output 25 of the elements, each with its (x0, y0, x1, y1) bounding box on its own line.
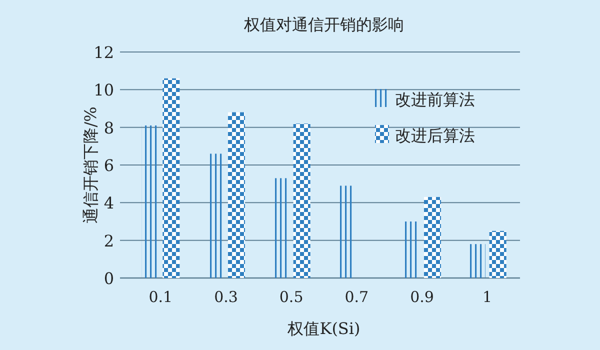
bar (162, 78, 180, 278)
chart-title: 权值对通信开销的影响 (243, 15, 404, 34)
x-tick-label: 0.7 (344, 288, 369, 306)
y-tick-label: 2 (104, 231, 114, 250)
x-tick-label: 0.9 (410, 288, 434, 306)
x-tick-label: 1 (482, 288, 492, 306)
y-tick-label: 6 (104, 156, 114, 175)
legend-label: 改进后算法 (395, 126, 475, 145)
bar (228, 112, 245, 278)
y-tick-label: 12 (94, 43, 114, 62)
y-tick-label: 4 (104, 194, 114, 213)
x-axis-title: 权值K(Si) (286, 319, 360, 338)
y-tick-label: 8 (104, 118, 114, 138)
legend-label: 改进前算法 (395, 90, 475, 109)
x-tick-label: 0.3 (214, 288, 238, 306)
bar (142, 125, 159, 278)
x-tick-label: 0.5 (279, 288, 304, 306)
bar (424, 197, 441, 278)
bar (293, 124, 310, 278)
bar (489, 230, 506, 278)
y-tick-label: 0 (104, 269, 114, 288)
y-tick-label: 10 (94, 80, 114, 100)
bar (468, 244, 486, 278)
x-tick-label: 0.1 (148, 288, 173, 306)
y-axis-title: 通信开销下降/% (81, 106, 100, 224)
